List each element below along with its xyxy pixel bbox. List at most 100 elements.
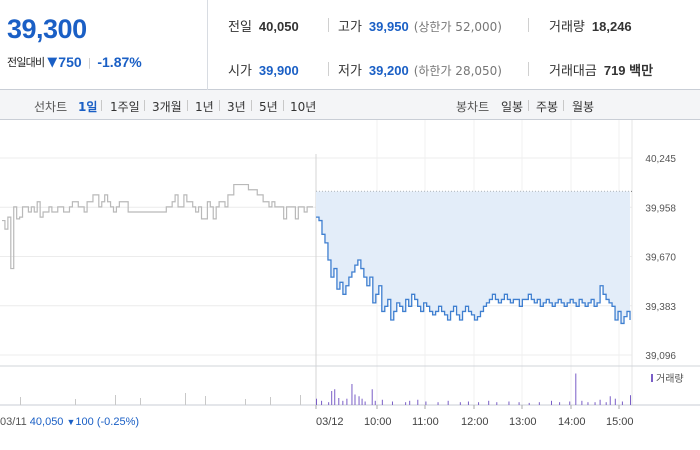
x-tick-label: 03/12 [316, 416, 344, 428]
volume-bar [346, 398, 348, 405]
stat-note: (하한가 28,050) [413, 64, 502, 78]
current-price: 39,300 [7, 14, 87, 44]
tab-divider [101, 100, 102, 111]
tab-10year[interactable]: 10년 [290, 100, 317, 114]
volume-bar [391, 401, 393, 405]
y-tick-label: 39,383 [645, 302, 676, 313]
down-triangle-icon: ▼ [66, 417, 75, 427]
volume-bar [270, 397, 271, 405]
volume-bar [528, 402, 530, 405]
volume-bar [354, 394, 356, 405]
volume-bar [334, 389, 336, 405]
down-triangle-icon: ▼ [47, 54, 58, 70]
change-label: 전일대비 [7, 56, 45, 69]
volume-bar [342, 400, 344, 405]
stat-value: 18,246 [591, 19, 632, 34]
stat-label: 고가 [338, 20, 362, 35]
today-price-line [316, 216, 631, 325]
tab-1year[interactable]: 1년 [195, 100, 214, 114]
volume-bar [550, 400, 552, 405]
volume-bar [538, 402, 540, 405]
intraday-price-chart: 40,245 39,958 39,670 39,383 39,096 거래량 03/12 10… [0, 120, 700, 428]
volume-bar [599, 399, 601, 405]
stat-label: 시가 [228, 64, 252, 79]
y-tick-label: 39,096 [645, 351, 676, 362]
volume-bar [381, 399, 383, 405]
stat-value: 39,950 [368, 19, 409, 34]
volume-bar [437, 402, 439, 405]
prev-day-change: 100 [75, 416, 96, 428]
x-tick-label: 13:00 [509, 416, 537, 428]
prev-day-price-line [2, 183, 313, 270]
volume-bar [559, 402, 561, 405]
prev-day-annotation: 03/11 40,050 ▼100 (-0.25%) [0, 416, 139, 428]
change-amount: 750 [58, 54, 82, 70]
volume-bar [358, 396, 360, 405]
tab-1week[interactable]: 1주일 [110, 100, 140, 114]
volume-bar [331, 391, 333, 405]
stat-label: 전일 [228, 20, 252, 35]
stat-prev-close: 전일 40,050 [228, 16, 299, 35]
volume-bar [630, 395, 631, 405]
volume-bar [575, 373, 577, 405]
today-price-area [316, 191, 630, 324]
stat-open: 시가 39,900 [228, 60, 299, 79]
tab-5year[interactable]: 5년 [259, 100, 278, 114]
x-tick-label: 11:00 [412, 416, 439, 428]
tab-divider [528, 100, 529, 111]
x-tick-label: 15:00 [606, 416, 634, 428]
line-chart-label: 선차트 [34, 100, 68, 114]
volume-bar [245, 399, 246, 405]
tab-daily-candle[interactable]: 일봉 [501, 100, 524, 114]
tab-3year[interactable]: 3년 [227, 100, 246, 114]
volume-bar [478, 402, 480, 405]
volume-bar [75, 399, 76, 405]
volume-bar [185, 393, 186, 405]
volume-legend-label: 거래량 [656, 373, 684, 385]
tab-divider [563, 100, 564, 111]
divider [528, 62, 529, 76]
volume-bar [351, 384, 353, 405]
tab-divider [251, 100, 252, 111]
y-tick-label: 39,958 [645, 203, 676, 214]
volume-bar [371, 389, 373, 405]
x-tick-label: 12:00 [461, 416, 489, 428]
quote-summary-panel: 39,300 전일대비 ▼ 750 | -1.87% 전일 40,050 고가 39… [0, 0, 700, 90]
stat-value: 719 백만 [603, 63, 654, 78]
volume-bar [467, 401, 469, 405]
volume-bar [140, 398, 141, 405]
tab-3month[interactable]: 3개월 [152, 100, 182, 114]
tab-1day[interactable]: 1일 [78, 100, 98, 114]
tab-divider [219, 100, 220, 111]
volume-bar [518, 402, 520, 405]
volume-bar [614, 398, 616, 405]
stat-low: 저가 39,200 (하한가 28,050) [338, 60, 502, 79]
volume-bar [488, 400, 490, 405]
stat-value: 40,050 [258, 19, 299, 34]
change-divider: | [87, 55, 92, 69]
volume-bar [321, 400, 323, 405]
volume-bar [425, 401, 427, 405]
volume-bar [569, 401, 571, 405]
volume-bar [621, 401, 623, 405]
tab-divider [283, 100, 284, 111]
volume-bar [374, 400, 376, 405]
tab-divider [187, 100, 188, 111]
volume-bar [338, 398, 340, 405]
tab-monthly-candle[interactable]: 월봉 [572, 100, 595, 114]
volume-bar [316, 398, 317, 405]
x-tick-label: 10:00 [364, 416, 392, 428]
volume-bar [115, 395, 116, 405]
x-tick-label: 14:00 [558, 416, 586, 428]
volume-bar [205, 396, 206, 405]
volume-bar [361, 398, 363, 405]
stat-trade-amount: 거래대금 719 백만 [549, 60, 653, 79]
y-tick-label: 40,245 [645, 154, 676, 165]
volume-bar [594, 402, 596, 405]
volume-bar [447, 400, 449, 405]
change-row: 전일대비 ▼ 750 | -1.87% [7, 54, 142, 70]
prev-day-change-pct: (-0.25%) [97, 416, 139, 428]
volume-bar [405, 402, 407, 405]
volume-legend-swatch [651, 374, 653, 382]
tab-weekly-candle[interactable]: 주봉 [536, 100, 559, 114]
